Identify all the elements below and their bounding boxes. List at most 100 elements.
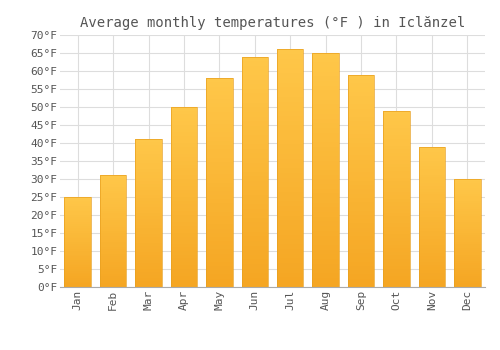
Bar: [136, 142, 162, 145]
Bar: [100, 202, 126, 204]
Bar: [454, 250, 480, 252]
Bar: [170, 143, 197, 147]
Bar: [418, 239, 445, 242]
Bar: [418, 284, 445, 287]
Bar: [170, 215, 197, 219]
Bar: [206, 233, 233, 237]
Bar: [383, 142, 409, 146]
Bar: [64, 278, 91, 280]
Bar: [418, 175, 445, 177]
Bar: [418, 200, 445, 203]
Bar: [277, 268, 303, 273]
Bar: [170, 128, 197, 132]
Bar: [383, 213, 409, 216]
Bar: [206, 120, 233, 124]
Bar: [418, 217, 445, 219]
Bar: [277, 282, 303, 287]
Bar: [418, 194, 445, 197]
Bar: [64, 244, 91, 246]
Bar: [206, 128, 233, 133]
Bar: [64, 233, 91, 235]
Bar: [312, 119, 339, 123]
Bar: [100, 182, 126, 184]
Bar: [170, 265, 197, 269]
Bar: [418, 172, 445, 175]
Bar: [100, 260, 126, 262]
Bar: [64, 254, 91, 257]
Bar: [100, 204, 126, 206]
Bar: [277, 230, 303, 235]
Bar: [100, 193, 126, 196]
Bar: [312, 147, 339, 151]
Bar: [242, 61, 268, 66]
Bar: [277, 173, 303, 178]
Bar: [348, 100, 374, 104]
Bar: [418, 161, 445, 163]
Bar: [206, 237, 233, 241]
Bar: [170, 273, 197, 276]
Bar: [454, 214, 480, 216]
Bar: [136, 243, 162, 246]
Bar: [454, 207, 480, 209]
Bar: [454, 261, 480, 263]
Bar: [206, 95, 233, 99]
Bar: [418, 214, 445, 217]
Bar: [136, 281, 162, 284]
Bar: [64, 284, 91, 285]
Bar: [312, 170, 339, 175]
Bar: [312, 264, 339, 268]
Bar: [242, 172, 268, 176]
Bar: [277, 64, 303, 68]
Bar: [383, 181, 409, 185]
Bar: [312, 95, 339, 100]
Bar: [454, 198, 480, 201]
Bar: [277, 235, 303, 239]
Bar: [277, 202, 303, 206]
Bar: [348, 121, 374, 126]
Bar: [170, 258, 197, 262]
Bar: [312, 273, 339, 278]
Bar: [100, 265, 126, 267]
Bar: [418, 222, 445, 225]
Bar: [277, 121, 303, 125]
Bar: [418, 251, 445, 253]
Bar: [136, 234, 162, 237]
Bar: [242, 93, 268, 98]
Bar: [136, 172, 162, 175]
Bar: [136, 237, 162, 240]
Bar: [454, 186, 480, 188]
Bar: [100, 242, 126, 245]
Bar: [277, 178, 303, 182]
Bar: [136, 246, 162, 248]
Bar: [312, 76, 339, 81]
Bar: [383, 262, 409, 266]
Bar: [206, 141, 233, 145]
Bar: [170, 118, 197, 121]
Bar: [136, 207, 162, 210]
Bar: [312, 137, 339, 142]
Bar: [242, 195, 268, 199]
Bar: [206, 245, 233, 250]
Bar: [454, 218, 480, 220]
Bar: [348, 211, 374, 215]
Bar: [348, 96, 374, 100]
Bar: [206, 183, 233, 187]
Bar: [170, 139, 197, 143]
Bar: [312, 67, 339, 72]
Bar: [64, 202, 91, 204]
Bar: [348, 223, 374, 228]
Bar: [348, 189, 374, 194]
Bar: [383, 227, 409, 231]
Bar: [348, 245, 374, 249]
Bar: [100, 224, 126, 227]
Bar: [206, 199, 233, 203]
Bar: [348, 194, 374, 198]
Bar: [312, 222, 339, 226]
Bar: [348, 202, 374, 206]
Bar: [64, 273, 91, 274]
Bar: [348, 168, 374, 172]
Bar: [100, 184, 126, 187]
Bar: [100, 238, 126, 240]
Bar: [206, 162, 233, 166]
Bar: [136, 190, 162, 193]
